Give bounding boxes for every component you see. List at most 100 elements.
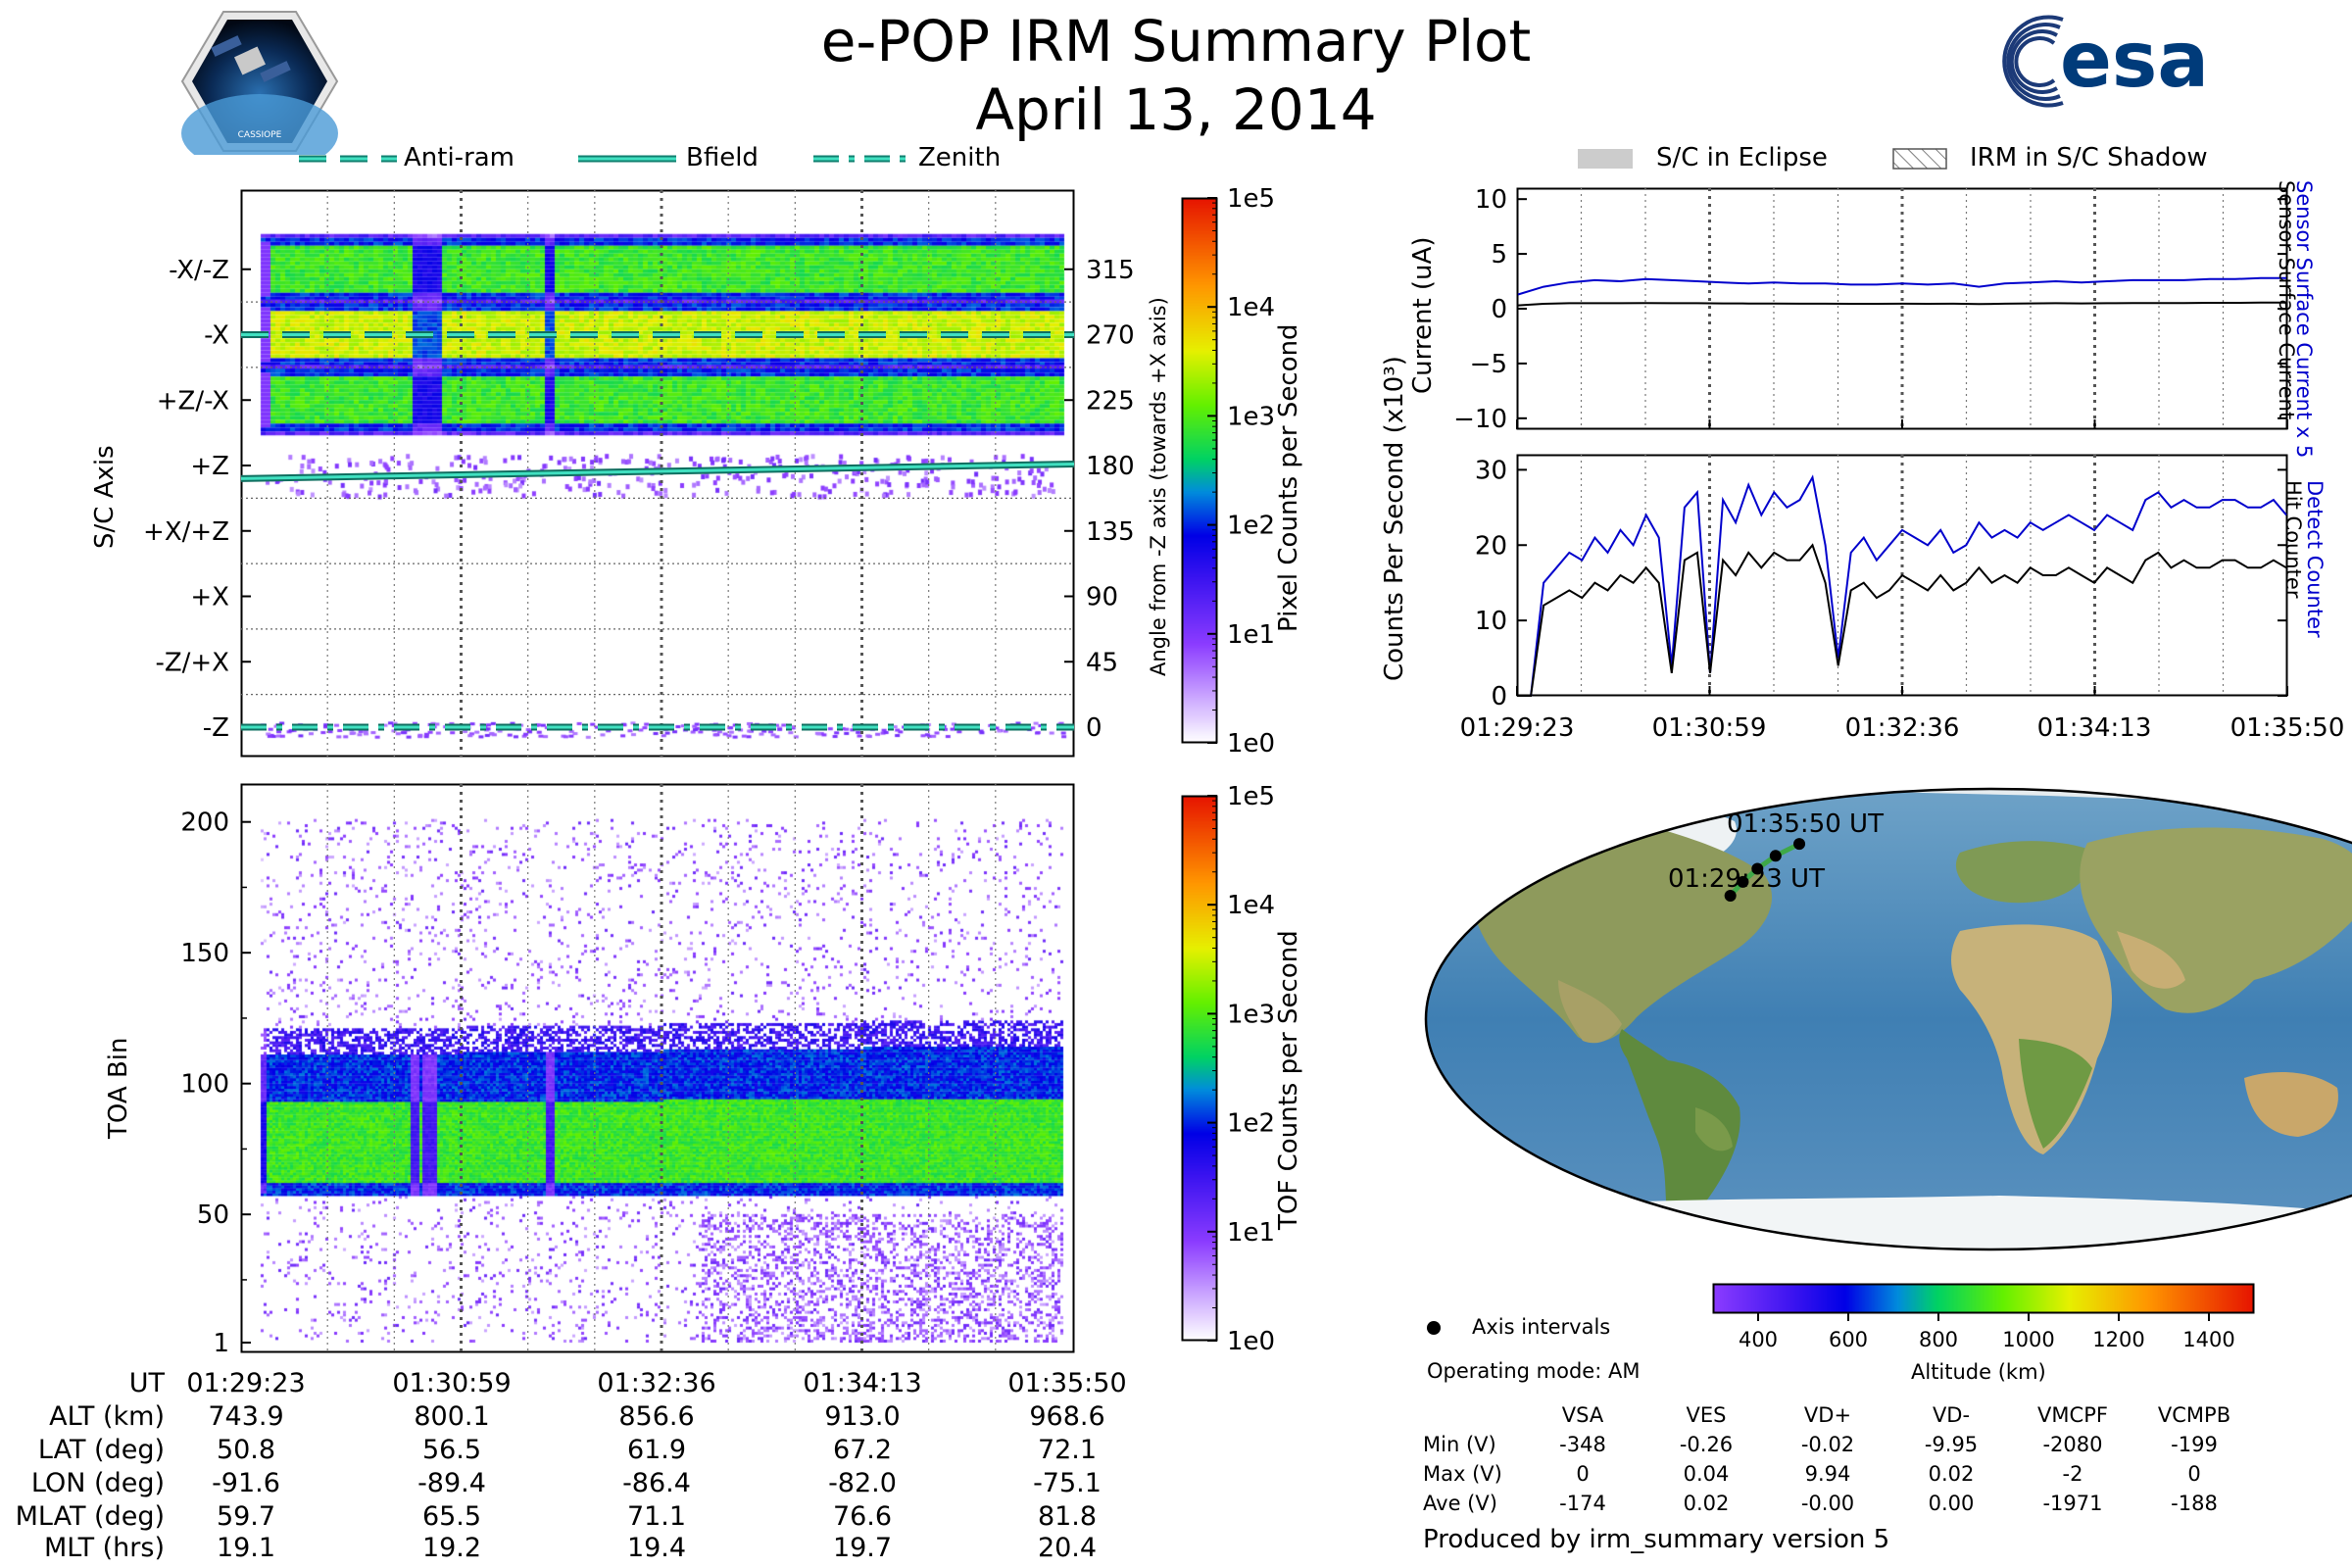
altitude-colorbar-tick-label: 800 — [1919, 1328, 1958, 1351]
legend-bfield-line — [578, 155, 676, 163]
ephemeris-cell: 19.2 — [421, 1533, 482, 1563]
toa-panel: 1 50 100 150 200 — [180, 783, 1075, 1358]
counts-right-label-black: Hit Counter — [2281, 480, 2305, 599]
altitude-colorbar-label: Altitude (km) — [1911, 1360, 2046, 1384]
tof-colorbar-tick-label: 1e2 — [1227, 1109, 1275, 1139]
altitude-colorbar-axis: 400 600 800 1000 1200 1400 — [1712, 1283, 2255, 1351]
tof-colorbar-tick-label: 1e1 — [1227, 1218, 1275, 1248]
altitude-colorbar-tick-label: 600 — [1829, 1328, 1868, 1351]
ephemeris-cell: 56.5 — [421, 1435, 482, 1465]
axis-intervals-label: Axis intervals — [1472, 1315, 1611, 1339]
counts-series-hit-counter — [1518, 543, 2287, 697]
ephemeris-cell: 71.1 — [626, 1501, 687, 1532]
pixel-colorbar-tick-label: 1e1 — [1227, 620, 1275, 650]
cassiope-logo-text: CASSIOPE — [238, 130, 282, 140]
ephemeris-cell: 913.0 — [824, 1401, 901, 1432]
voltage-row-label-min: Min (V) — [1423, 1433, 1496, 1456]
ephemeris-cell: 65.5 — [421, 1501, 482, 1532]
sc-axis-angle-label: 135 — [1086, 517, 1135, 547]
sc-axis-category-label: -Z — [203, 713, 229, 743]
map-track-point — [1793, 838, 1806, 851]
altitude-colorbar-frame — [1712, 1283, 2255, 1314]
voltage-header-2: VD+ — [1803, 1403, 1852, 1427]
pixel-colorbar-tick-label: 1e4 — [1227, 293, 1275, 322]
sc-axis-angle-label: 270 — [1086, 321, 1135, 351]
tof-colorbar-label: TOF Counts per Second — [1274, 930, 1303, 1230]
current-series-sensor-surface-current — [1517, 301, 2287, 307]
ephemeris-cell: 59.7 — [216, 1501, 276, 1532]
voltage-cell: 0.02 — [1928, 1462, 1975, 1486]
voltage-header-1: VES — [1686, 1403, 1727, 1427]
pixel-colorbar-gradient — [1182, 198, 1217, 743]
altitude-colorbar-tick-label: 400 — [1739, 1328, 1778, 1351]
current-tick-label: 5 — [1491, 240, 1507, 270]
ephemeris-cell: 76.6 — [832, 1501, 893, 1532]
sc-axis-category-label: -Z/+X — [155, 648, 229, 677]
sc-axis-category-label: +X/+Z — [143, 517, 229, 547]
current-tick-label: −5 — [1470, 350, 1507, 379]
current-tick-label: 10 — [1475, 185, 1507, 215]
pixel-colorbar-tick-label: 1e2 — [1227, 512, 1275, 541]
counts-tick-label: 0 — [1491, 682, 1507, 711]
voltage-cell: 0.04 — [1683, 1462, 1730, 1486]
voltage-header-4: VMCPF — [2037, 1403, 2108, 1427]
map-end-label: 01:35:50 UT — [1727, 809, 1884, 839]
ephemeris-time: 01:34:13 — [803, 1368, 922, 1398]
produced-by: Produced by irm_summary version 5 — [1423, 1525, 1890, 1554]
tof-colorbar-axis: 1e0 1e1 1e2 1e3 1e4 1e5 — [1181, 782, 1275, 1356]
tof-colorbar: 1e0 1e1 1e2 1e3 1e4 1e5 — [1181, 782, 1275, 1356]
tof-colorbar-tick-label: 1e5 — [1227, 782, 1275, 811]
ephemeris-cell: 19.1 — [216, 1533, 276, 1563]
esa-logo-text: esa — [2060, 17, 2209, 105]
voltage-cell: 0 — [1576, 1462, 1590, 1486]
sc-axis-category-label: -X — [204, 321, 229, 351]
sc-axis-frame — [240, 189, 1075, 758]
current-right-label-black: Sensor Surface Current — [2275, 180, 2298, 420]
toa-tick-label: 100 — [180, 1070, 229, 1100]
ephemeris-time: 01:30:59 — [392, 1368, 512, 1398]
pixel-colorbar-tick-label: 1e5 — [1227, 184, 1275, 214]
ephemeris-cell: 19.7 — [832, 1533, 893, 1563]
current-tick-label: 0 — [1491, 295, 1507, 324]
ephemeris-header-label: UT — [128, 1368, 165, 1398]
current-series-sensor-surface-current-x-5 — [1517, 276, 2286, 296]
toa-tick-label: 50 — [197, 1200, 229, 1230]
legend-eclipse-swatch — [1578, 149, 1633, 169]
counts-panel: 30 20 10 0 — [1475, 454, 2288, 711]
toa-tick-label: 200 — [180, 808, 229, 838]
voltage-cell: -9.95 — [1924, 1433, 1979, 1456]
page-title: e-POP IRM Summary Plot — [820, 8, 1532, 74]
map-track — [1724, 838, 1806, 902]
legend-bfield-label: Bfield — [686, 143, 759, 172]
toa-ylabel: TOA Bin — [104, 1037, 133, 1139]
tof-colorbar-tick-label: 1e4 — [1227, 891, 1275, 920]
sc-axis-angle-label: 225 — [1086, 386, 1135, 416]
voltage-cell: -174 — [1559, 1492, 1606, 1515]
sc-axis-panel: -X/-Z 315 -X 270 +Z/-X 225 +Z 180 +X/+Z 135 +X 90 -Z… — [143, 189, 1135, 758]
altitude-colorbar-tick-label: 1400 — [2182, 1328, 2234, 1351]
ephemeris-cell: 20.4 — [1037, 1533, 1098, 1563]
voltage-cell: -2 — [2062, 1462, 2083, 1486]
legend-antiram-line — [299, 155, 397, 163]
ephemeris-time: 01:32:36 — [597, 1368, 716, 1398]
axis-intervals-marker — [1427, 1321, 1441, 1335]
right-time-tick-1: 01:30:59 — [1651, 713, 1767, 743]
sc-axis-category-label: +Z — [190, 452, 229, 481]
voltage-header-5: VCMPB — [2157, 1403, 2231, 1427]
counts-tick-label: 10 — [1475, 607, 1507, 636]
voltage-row-label-ave: Ave (V) — [1423, 1492, 1497, 1515]
sc-axis-category-label: -X/-Z — [169, 256, 229, 285]
ephemeris-time: 01:29:23 — [186, 1368, 306, 1398]
voltage-cell: 9.94 — [1804, 1462, 1851, 1486]
sc-axis-angle-label: 315 — [1086, 256, 1135, 285]
sc-axis-ylabel-right: Angle from -Z axis (towards +X axis) — [1147, 297, 1170, 676]
altitude-colorbar-tick-label: 1000 — [2002, 1328, 2054, 1351]
sc-axis-angle-label: 45 — [1086, 648, 1118, 677]
legend-eclipse-label: S/C in Eclipse — [1656, 143, 1828, 172]
ephemeris-cell: 50.8 — [216, 1435, 276, 1465]
voltage-cell: -348 — [1559, 1433, 1606, 1456]
toa-tick-label: 1 — [213, 1329, 229, 1358]
voltage-cell: 0.02 — [1683, 1492, 1730, 1515]
cassiope-logo: CASSIOPE — [180, 11, 339, 155]
right-time-tick-2: 01:32:36 — [1844, 713, 1960, 743]
